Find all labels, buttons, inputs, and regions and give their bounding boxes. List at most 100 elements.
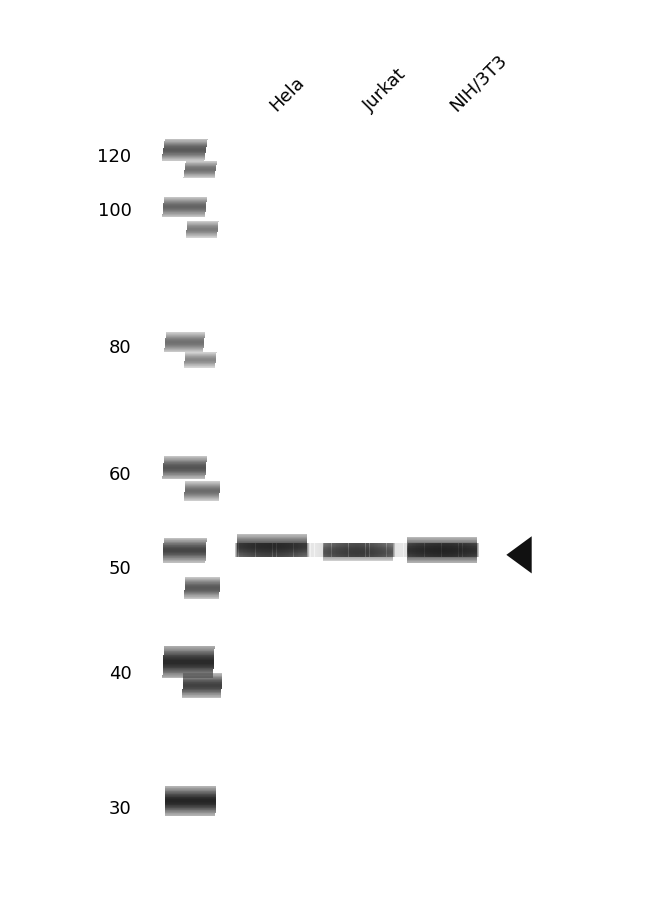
Bar <box>361 543 362 557</box>
Bar <box>378 543 379 557</box>
Bar <box>395 543 396 557</box>
Polygon shape <box>506 537 532 573</box>
Text: 100: 100 <box>98 202 131 220</box>
Bar <box>363 543 365 557</box>
Bar <box>369 543 370 557</box>
Bar <box>289 543 291 557</box>
Bar <box>306 543 308 557</box>
Bar <box>461 543 463 557</box>
Bar <box>314 543 315 557</box>
Bar <box>333 543 335 557</box>
Bar <box>424 543 425 557</box>
Bar <box>457 543 458 557</box>
Bar <box>322 543 324 557</box>
Bar <box>240 543 242 557</box>
Bar <box>370 543 371 557</box>
Bar <box>436 543 437 557</box>
Bar <box>268 543 270 557</box>
Bar <box>241 543 242 557</box>
Bar <box>401 543 402 557</box>
Bar <box>374 543 376 557</box>
Bar <box>328 543 330 557</box>
Bar <box>474 543 476 557</box>
Bar <box>324 543 325 557</box>
Bar <box>471 543 473 557</box>
Text: NIH/3T3: NIH/3T3 <box>446 52 510 115</box>
Bar <box>465 543 467 557</box>
Bar <box>438 543 440 557</box>
Bar <box>466 543 467 557</box>
Bar <box>261 543 263 557</box>
Bar <box>427 543 428 557</box>
Bar <box>242 543 243 557</box>
Bar <box>428 543 430 557</box>
Bar <box>358 543 359 557</box>
Bar <box>286 543 288 557</box>
Bar <box>448 543 450 557</box>
Bar <box>473 543 474 557</box>
Bar <box>320 543 322 557</box>
Bar <box>332 543 334 557</box>
Bar <box>308 543 309 557</box>
Bar <box>259 543 261 557</box>
Bar <box>284 543 285 557</box>
Bar <box>361 543 363 557</box>
Bar <box>455 543 457 557</box>
Bar <box>368 543 369 557</box>
Bar <box>460 543 461 557</box>
Bar <box>458 543 460 557</box>
Text: 30: 30 <box>109 799 131 818</box>
Bar <box>272 543 274 557</box>
Bar <box>345 543 347 557</box>
Bar <box>349 543 351 557</box>
Bar <box>412 543 414 557</box>
Bar <box>447 543 448 557</box>
Bar <box>371 543 372 557</box>
Bar <box>379 543 381 557</box>
Bar <box>477 543 478 557</box>
Bar <box>395 543 397 557</box>
Bar <box>352 543 354 557</box>
Bar <box>262 543 263 557</box>
Bar <box>397 543 398 557</box>
Bar <box>451 543 453 557</box>
Bar <box>272 543 273 557</box>
Text: 80: 80 <box>109 339 131 357</box>
Bar <box>433 543 434 557</box>
Bar <box>261 543 262 557</box>
Bar <box>278 543 280 557</box>
Bar <box>468 543 470 557</box>
Text: 40: 40 <box>109 665 131 682</box>
Bar <box>430 543 431 557</box>
Bar <box>423 543 424 557</box>
Bar <box>299 543 301 557</box>
Bar <box>246 543 248 557</box>
Bar <box>330 543 332 557</box>
Bar <box>440 543 441 557</box>
Bar <box>415 543 417 557</box>
Bar <box>404 543 405 557</box>
Bar <box>404 543 406 557</box>
Bar <box>317 543 318 557</box>
Bar <box>400 543 401 557</box>
Bar <box>385 543 387 557</box>
Bar <box>400 543 402 557</box>
Bar <box>393 543 395 557</box>
Bar <box>243 543 245 557</box>
Bar <box>266 543 268 557</box>
Bar <box>378 543 380 557</box>
Bar <box>354 543 356 557</box>
Bar <box>411 543 413 557</box>
Bar <box>318 543 320 557</box>
Bar <box>289 543 291 557</box>
Bar <box>428 543 430 557</box>
Bar <box>307 543 309 557</box>
Bar <box>281 543 283 557</box>
Bar <box>410 543 411 557</box>
Text: 120: 120 <box>98 148 131 167</box>
Bar <box>313 543 315 557</box>
Bar <box>342 543 344 557</box>
Bar <box>387 543 389 557</box>
Bar <box>329 543 331 557</box>
Bar <box>376 543 378 557</box>
